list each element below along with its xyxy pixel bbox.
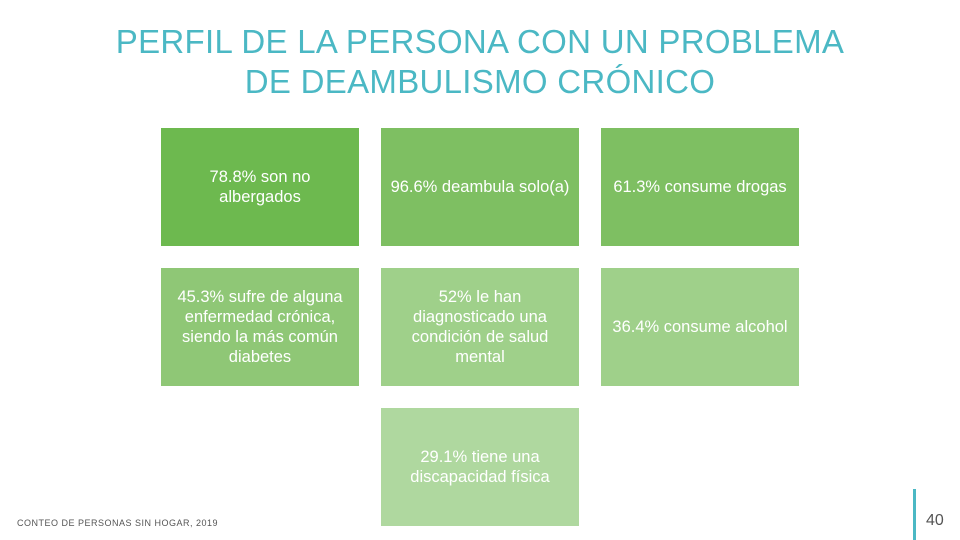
page-number: 40 (926, 512, 944, 529)
title-line-1: PERFIL DE LA PERSONA CON UN PROBLEMA (115, 23, 845, 60)
stat-tile-text: 45.3% sufre de alguna enfermedad crónica… (177, 288, 343, 366)
stat-tile-text: 96.6% deambula solo(a) (390, 178, 570, 196)
stat-tile-text: 78.8% son no albergados (209, 168, 311, 206)
stat-tile-text: 29.1% tiene una discapacidad física (410, 448, 550, 486)
stat-tile-text: 52% le han diagnosticado una condición d… (411, 288, 549, 366)
stat-tile-enfermedad-cronica: 45.3% sufre de alguna enfermedad crónica… (161, 268, 359, 386)
slide-title: PERFIL DE LA PERSONA CON UN PROBLEMA DE … (60, 22, 900, 102)
stat-tile-consume-drogas: 61.3% consume drogas (601, 128, 799, 246)
stat-tile-consume-alcohol: 36.4% consume alcohol (601, 268, 799, 386)
footer-source: CONTEO DE PERSONAS SIN HOGAR, 2019 (17, 518, 219, 528)
stat-tile-discapacidad-fisica: 29.1% tiene una discapacidad física (381, 408, 579, 526)
stat-tile-deambula-solo: 96.6% deambula solo(a) (381, 128, 579, 246)
stat-tile-salud-mental: 52% le han diagnosticado una condición d… (381, 268, 579, 386)
stat-tile-text: 36.4% consume alcohol (612, 318, 788, 336)
stat-tile-no-albergados: 78.8% son no albergados (161, 128, 359, 246)
title-line-2: DE DEAMBULISMO CRÓNICO (244, 63, 716, 100)
page-number-divider (913, 489, 916, 540)
stat-tile-text: 61.3% consume drogas (613, 178, 787, 196)
